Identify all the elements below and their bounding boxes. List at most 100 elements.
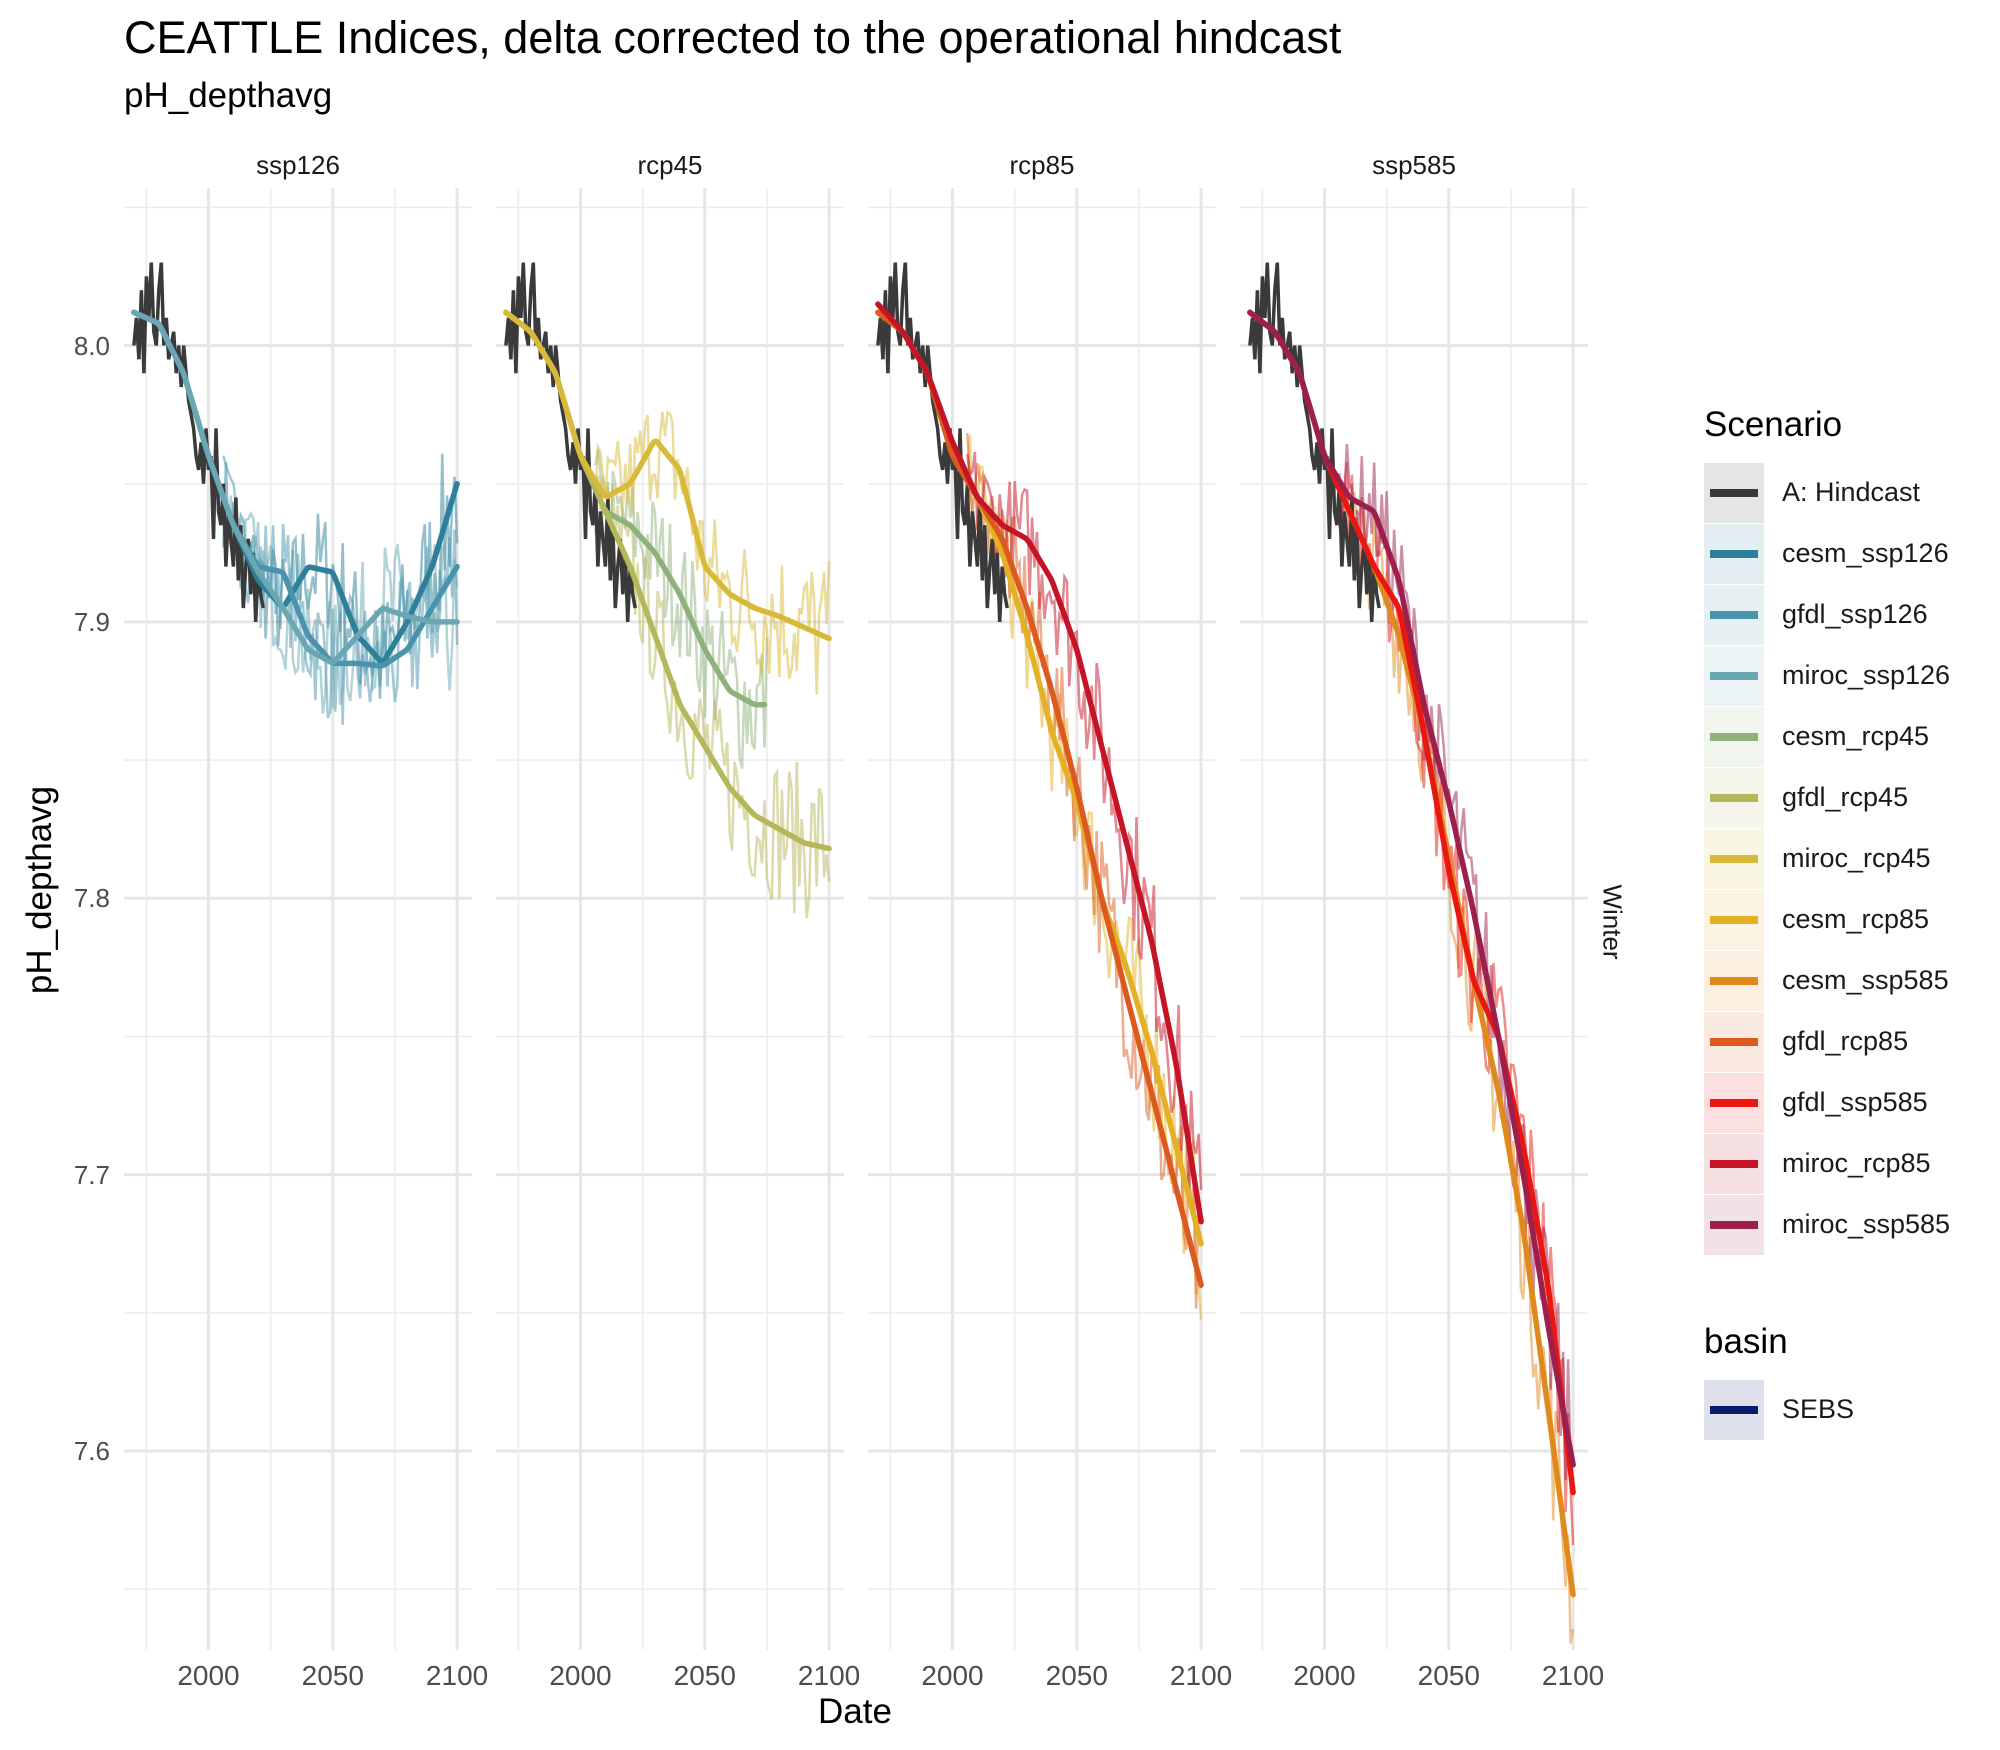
facet-label-ssp585: ssp585 <box>1372 150 1456 180</box>
legend-item-scenario: gfdl_ssp126 <box>1704 585 1994 645</box>
raw-series-cesm_ssp585 <box>1338 492 1575 1644</box>
raw-series-miroc_ssp585 <box>1338 444 1574 1481</box>
smooth-series-gfdl_rcp85 <box>875 309 1204 1288</box>
legend-item-scenario: cesm_rcp85 <box>1704 890 1994 950</box>
legend-key <box>1704 1134 1764 1194</box>
smooth-series-miroc_rcp85 <box>875 301 1204 1225</box>
facet-label-ssp126: ssp126 <box>256 150 340 180</box>
legend-key <box>1704 707 1764 767</box>
legend-key-line <box>1710 1099 1758 1107</box>
legend-item-scenario: A: Hindcast <box>1704 463 1994 523</box>
legend-item-scenario: cesm_rcp45 <box>1704 707 1994 767</box>
x-tick-label: 2000 <box>177 1660 240 1691</box>
legend-item-scenario: miroc_ssp585 <box>1704 1195 1994 1255</box>
legend-label: gfdl_ssp585 <box>1782 1087 1928 1117</box>
legend-item-scenario: miroc_ssp126 <box>1704 646 1994 706</box>
legend-title-scenario: Scenario <box>1704 405 1843 444</box>
legend-item-scenario: gfdl_rcp85 <box>1704 1012 1994 1072</box>
x-tick-label: 2050 <box>301 1660 364 1691</box>
x-tick-label: 2050 <box>1417 1660 1480 1691</box>
grid-layer <box>124 188 1588 1650</box>
legend-key-line <box>1710 916 1758 924</box>
legend-item-basin: SEBS <box>1704 1380 1994 1440</box>
smoothed-series-layer <box>131 262 1576 1598</box>
y-tick-label: 7.7 <box>73 1159 110 1190</box>
legend-label: miroc_rcp45 <box>1782 843 1931 873</box>
legend-key-line <box>1710 611 1758 619</box>
x-tick-label: 2100 <box>1541 1660 1605 1691</box>
hindcast-line <box>1248 262 1381 622</box>
legend-key <box>1704 1073 1764 1133</box>
x-tick-label: 2100 <box>1169 1660 1233 1691</box>
legend-key <box>1704 1380 1764 1440</box>
legend-item-scenario: gfdl_rcp45 <box>1704 768 1994 828</box>
legend-key-line <box>1710 1221 1758 1229</box>
legend-key <box>1704 1012 1764 1072</box>
raw-series-miroc_rcp85 <box>966 451 1203 1204</box>
legend-key-line <box>1710 733 1758 741</box>
legend-key-line <box>1710 1160 1758 1168</box>
legend-label: SEBS <box>1782 1394 1855 1424</box>
legend-label: gfdl_ssp126 <box>1782 599 1928 629</box>
x-tick-label: 2100 <box>797 1660 861 1691</box>
facet-label-rcp45: rcp45 <box>637 150 703 180</box>
y-tick-label: 7.6 <box>73 1436 110 1466</box>
raw-series-gfdl_rcp45 <box>594 475 831 918</box>
smooth-series-miroc_ssp126 <box>131 309 460 666</box>
legend-key <box>1704 524 1764 584</box>
legend-key <box>1704 951 1764 1011</box>
raw-series-gfdl_rcp85 <box>966 432 1203 1309</box>
legend-label: cesm_ssp126 <box>1782 538 1949 568</box>
x-tick-label: 2000 <box>1293 1660 1356 1691</box>
legend-label: gfdl_rcp45 <box>1782 782 1909 812</box>
legend-label: gfdl_rcp85 <box>1782 1026 1909 1056</box>
legend-item-scenario: cesm_ssp126 <box>1704 524 1994 584</box>
legend-key-line <box>1710 1406 1758 1414</box>
legend-key <box>1704 890 1764 950</box>
legend-key <box>1704 585 1764 645</box>
y-tick-label: 8.0 <box>73 330 110 361</box>
smooth-series-gfdl_ssp585 <box>1247 309 1576 1496</box>
facet-label-rcp85: rcp85 <box>1009 150 1075 180</box>
smooth-series-cesm_ssp585 <box>1247 309 1576 1598</box>
legend-label: miroc_rcp85 <box>1782 1148 1931 1178</box>
chart-subtitle: pH_depthavg <box>124 76 333 115</box>
legend-key <box>1704 1195 1764 1255</box>
x-tick-label: 2000 <box>921 1660 984 1691</box>
legend-key-line <box>1710 672 1758 680</box>
legend-key <box>1704 463 1764 523</box>
legend-item-scenario: gfdl_ssp585 <box>1704 1073 1994 1133</box>
x-tick-label: 2050 <box>673 1660 736 1691</box>
legend-item-scenario: cesm_ssp585 <box>1704 951 1994 1011</box>
legend-label: miroc_ssp126 <box>1782 660 1951 690</box>
legend-key-line <box>1710 977 1758 985</box>
x-tick-label: 2050 <box>1045 1660 1108 1691</box>
y-tick-label: 7.9 <box>73 606 110 637</box>
legend-key-line <box>1710 794 1758 802</box>
row-strip-label: Winter <box>1597 884 1628 960</box>
smooth-series-cesm_rcp45 <box>503 309 768 708</box>
smooth-series-miroc_rcp45 <box>503 309 832 642</box>
legend-key-line <box>1710 1038 1758 1046</box>
legend-label: cesm_rcp85 <box>1782 904 1930 934</box>
legend-title-basin: basin <box>1704 1322 1788 1361</box>
x-tick-label: 2100 <box>425 1660 489 1691</box>
hindcast-line <box>876 262 1009 622</box>
legend-key <box>1704 646 1764 706</box>
y-tick-label: 7.8 <box>73 883 110 914</box>
legend-key-line <box>1710 550 1758 558</box>
legend-label: A: Hindcast <box>1782 477 1921 507</box>
legend-label: cesm_rcp45 <box>1782 721 1930 751</box>
hindcast-line <box>504 262 637 622</box>
legend-label: cesm_ssp585 <box>1782 965 1949 995</box>
legend-label: miroc_ssp585 <box>1782 1209 1951 1239</box>
x-axis-label: Date <box>818 1692 892 1731</box>
hindcast-line <box>132 262 265 622</box>
legend-item-scenario: miroc_rcp85 <box>1704 1134 1994 1194</box>
legend-key-line <box>1710 855 1758 863</box>
legend-key <box>1704 768 1764 828</box>
legend-key-line <box>1710 489 1758 497</box>
raw-series-miroc_rcp45 <box>594 410 831 695</box>
chart-title: CEATTLE Indices, delta corrected to the … <box>124 12 1342 63</box>
